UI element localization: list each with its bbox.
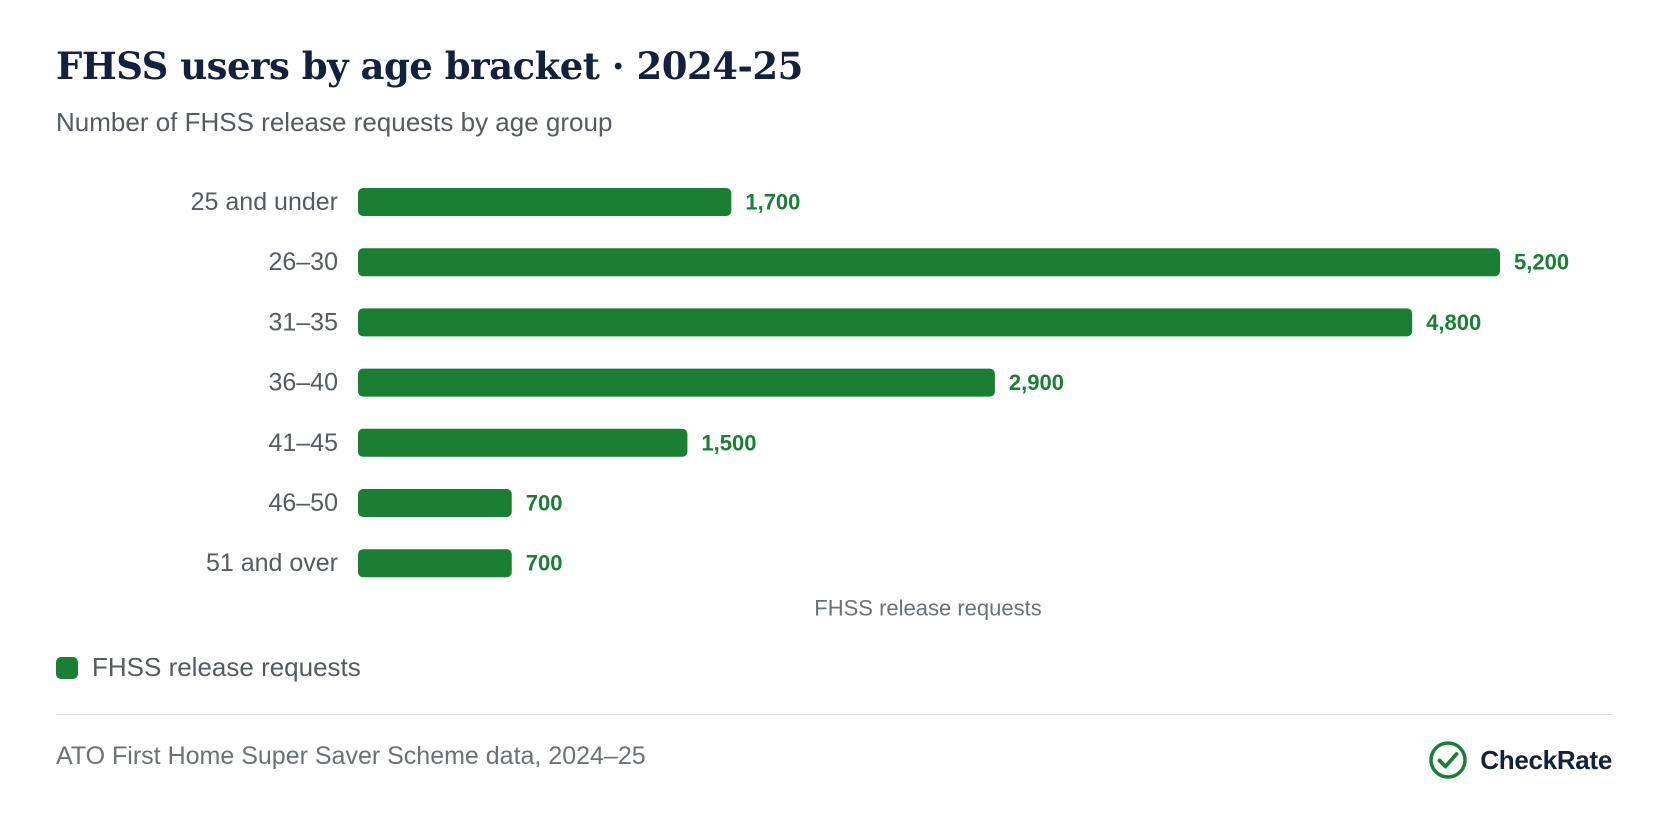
category-label-46-50: 46–50 <box>268 489 338 517</box>
bar-51-and-over <box>358 549 512 578</box>
x-axis-label: FHSS release requests <box>814 596 1041 621</box>
data-label-51-and-over: 700 <box>526 551 563 576</box>
bar-26-30 <box>358 248 1500 277</box>
category-label-41-45: 41–45 <box>268 429 338 457</box>
category-label-31-35: 31–35 <box>268 308 338 336</box>
bar-chart: 25 and under 1,700 26–30 5,200 31–35 4,800 36–… <box>191 188 1569 621</box>
data-label-26-30: 5,200 <box>1514 250 1569 275</box>
source-note: ATO First Home Super Saver Scheme data, … <box>56 742 646 770</box>
data-label-41-45: 1,500 <box>701 430 756 455</box>
footer-divider <box>56 714 1612 715</box>
legend: FHSS release requests <box>56 652 361 683</box>
legend-swatch <box>56 656 78 679</box>
category-label-26-30: 26–30 <box>268 248 338 276</box>
data-label-36-40: 2,900 <box>1009 370 1064 395</box>
chart-subtitle: Number of FHSS release requests by age g… <box>56 107 613 137</box>
brand-name: CheckRate <box>1480 744 1612 775</box>
bar-31-35 <box>358 308 1413 337</box>
data-label-31-35: 4,800 <box>1426 310 1481 335</box>
category-label-51-and-over: 51 and over <box>206 549 338 577</box>
data-label-46-50: 700 <box>526 491 563 516</box>
check-circle-icon <box>1429 741 1468 779</box>
bar-41-45 <box>358 428 688 457</box>
bar-25-and-under <box>358 188 732 216</box>
category-label-36-40: 36–40 <box>268 369 338 397</box>
brand-logo: CheckRate <box>1428 740 1612 780</box>
data-label-25-and-under: 1,700 <box>745 190 800 215</box>
bar-36-40 <box>358 368 995 397</box>
category-label-25-and-under: 25 and under <box>191 188 338 216</box>
bar-46-50 <box>358 489 512 517</box>
chart-title: FHSS users by age bracket · 2024-25 <box>56 44 803 88</box>
legend-label: FHSS release requests <box>92 652 361 682</box>
